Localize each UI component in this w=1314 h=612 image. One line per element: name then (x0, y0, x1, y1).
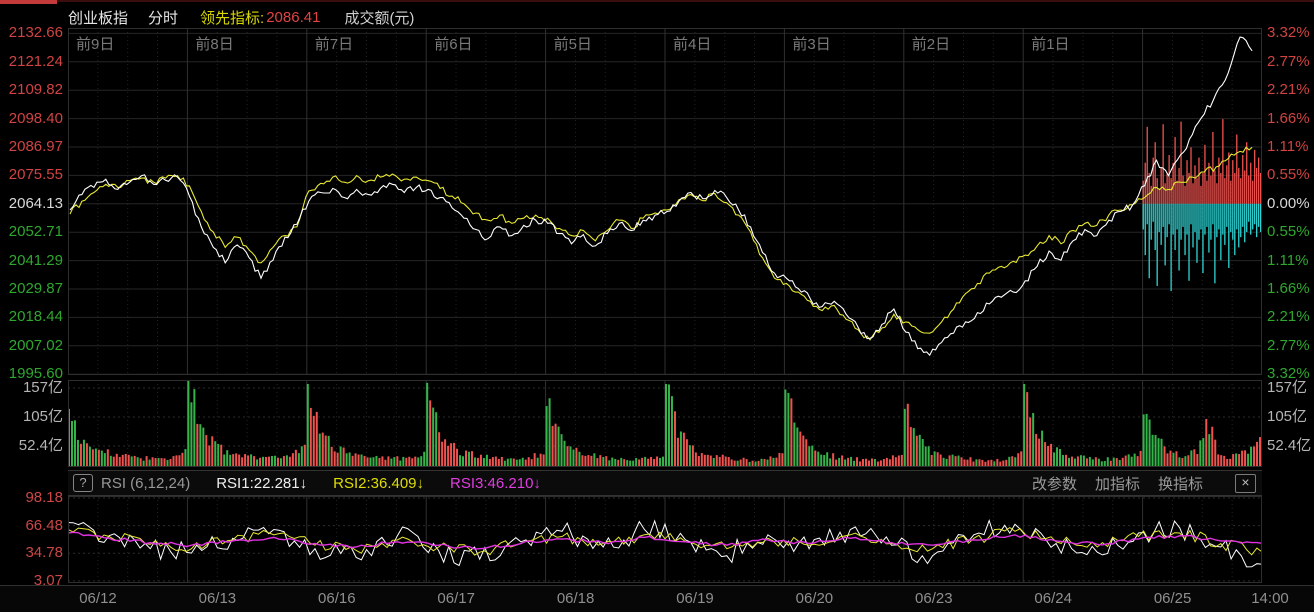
date-label: 06/18 (536, 590, 616, 607)
chart-header: 创业板指 分时 领先指标: 2086.41 成交额(元) (68, 6, 414, 28)
rsi-panel (68, 496, 1262, 583)
price-axis-label: 2041.29 (0, 252, 63, 270)
switch-indicator-button[interactable]: 换指标 (1158, 473, 1203, 494)
date-label: 06/23 (894, 590, 974, 607)
day-label: 前9日 (76, 36, 114, 53)
pct-axis-label: 1.11% (1267, 252, 1313, 270)
pct-axis-label: 3.32% (1267, 365, 1313, 383)
rsi2-value: RSI2:36.409↓ (333, 475, 424, 492)
day-label: 前2日 (912, 36, 950, 53)
time-label: 14:00 (1230, 590, 1310, 607)
volume-axis-label: 157亿 (0, 379, 63, 397)
price-axis-label: 2052.71 (0, 223, 63, 241)
rsi-indicator-name: RSI (6,12,24) (101, 475, 190, 492)
top-border-line (0, 0, 1314, 2)
pct-axis-label: 3.32% (1267, 24, 1313, 42)
volume-panel (68, 380, 1262, 467)
date-label: 06/12 (58, 590, 138, 607)
rsi-axis-label: 34.78 (0, 544, 63, 562)
stock-chart-window: 创业板指 分时 领先指标: 2086.41 成交额(元) 前9日 前8日 前7日 前6… (0, 0, 1314, 612)
rsi3-value: RSI3:46.210↓ (450, 475, 541, 492)
price-axis-label: 2121.24 (0, 53, 63, 71)
date-label: 06/16 (297, 590, 377, 607)
pct-axis-label: 1.11% (1267, 138, 1313, 156)
volume-axis-label: 157亿 (1267, 379, 1313, 397)
price-axis-label: 2007.02 (0, 337, 63, 355)
price-axis-label: 2132.66 (0, 24, 63, 42)
rsi1-value: RSI1:22.281↓ (216, 475, 307, 492)
day-label: 前7日 (315, 36, 353, 53)
rsi-chart-canvas[interactable] (68, 496, 1262, 583)
pct-axis-label: 0.55% (1267, 223, 1313, 241)
pct-axis-label: 2.77% (1267, 337, 1313, 355)
price-axis-label: 2098.40 (0, 110, 63, 128)
pct-axis-label: 0.55% (1267, 166, 1313, 184)
day-label: 前6日 (434, 36, 472, 53)
date-label: 06/24 (1013, 590, 1093, 607)
date-label: 06/13 (177, 590, 257, 607)
rsi-toolbar: 改参数 加指标 换指标 × (1032, 473, 1262, 494)
pct-axis-label: 2.21% (1267, 308, 1313, 326)
rsi-indicator-bar: ? RSI (6,12,24) RSI1:22.281↓ RSI2:36.409… (68, 470, 1262, 496)
leading-indicator-label: 领先指标: (200, 7, 264, 28)
price-axis-label: 2029.87 (0, 280, 63, 298)
volume-axis-label: 105亿 (0, 408, 63, 426)
volume-axis-label: 52.4亿 (0, 437, 63, 455)
date-axis: 06/12 06/13 06/16 06/17 06/18 06/19 06/20 06/23… (0, 585, 1314, 612)
volume-axis-label: 105亿 (1267, 408, 1313, 426)
day-label: 前5日 (554, 36, 592, 53)
day-label: 前3日 (792, 36, 830, 53)
pct-axis-label: 1.66% (1267, 110, 1313, 128)
day-label: 前1日 (1031, 36, 1069, 53)
pct-axis-label: 1.66% (1267, 280, 1313, 298)
rsi-help-icon[interactable]: ? (73, 474, 93, 492)
leading-indicator-value: 2086.41 (266, 9, 320, 26)
price-axis-label: 2018.44 (0, 308, 63, 326)
price-axis-label: 2064.13 (0, 195, 63, 213)
turnover-label: 成交额(元) (344, 7, 414, 28)
price-axis-label: 2109.82 (0, 81, 63, 99)
symbol-name: 创业板指 (68, 7, 128, 28)
pct-axis-label: 0.00% (1267, 195, 1313, 213)
add-indicator-button[interactable]: 加指标 (1095, 473, 1140, 494)
close-indicator-icon[interactable]: × (1235, 474, 1256, 493)
change-params-button[interactable]: 改参数 (1032, 473, 1077, 494)
active-tab-underline (0, 0, 57, 4)
date-label: 06/17 (416, 590, 496, 607)
rsi-axis-label: 98.18 (0, 489, 63, 507)
date-label: 06/19 (655, 590, 735, 607)
price-panel: 前9日 前8日 前7日 前6日 前5日 前4日 前3日 前2日 前1日 (68, 28, 1262, 375)
day-label: 前8日 (195, 36, 233, 53)
day-label: 前4日 (673, 36, 711, 53)
price-axis-label: 1995.60 (0, 365, 63, 383)
volume-chart-canvas[interactable] (68, 380, 1262, 467)
date-label: 06/25 (1133, 590, 1213, 607)
price-chart-canvas[interactable]: 前9日 前8日 前7日 前6日 前5日 前4日 前3日 前2日 前1日 (68, 28, 1262, 375)
pct-axis-label: 2.21% (1267, 81, 1313, 99)
timeframe-mode-tab[interactable]: 分时 (148, 7, 178, 28)
pct-axis-label: 2.77% (1267, 53, 1313, 71)
date-label: 06/20 (774, 590, 854, 607)
price-axis-label: 2086.97 (0, 138, 63, 156)
volume-axis-label: 52.4亿 (1267, 437, 1313, 455)
rsi-axis-label: 66.48 (0, 517, 63, 535)
price-axis-label: 2075.55 (0, 166, 63, 184)
